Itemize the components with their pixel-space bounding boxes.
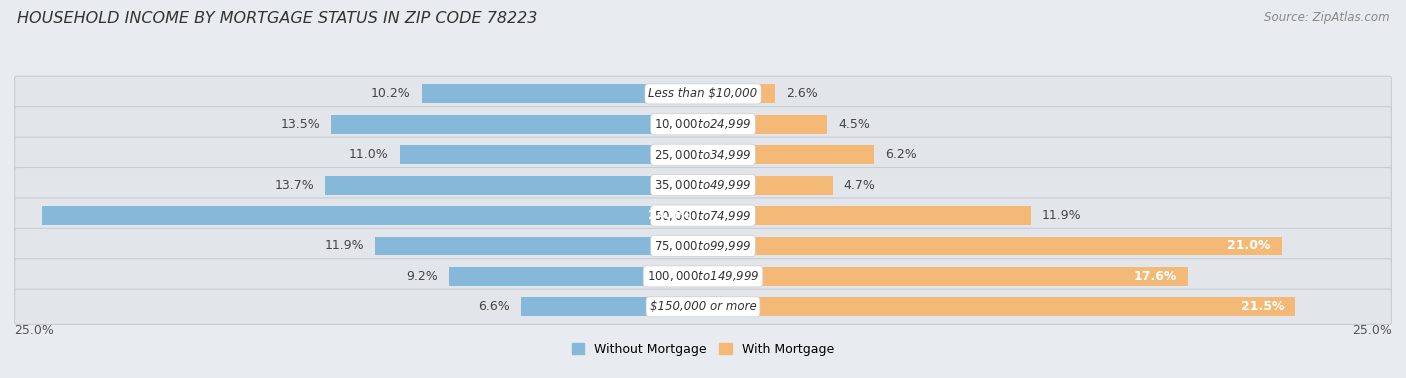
Text: Source: ZipAtlas.com: Source: ZipAtlas.com (1264, 11, 1389, 24)
Bar (703, 206, 1031, 225)
Text: $100,000 to $149,999: $100,000 to $149,999 (647, 270, 759, 284)
FancyBboxPatch shape (14, 76, 1392, 112)
Text: 25.0%: 25.0% (14, 324, 53, 337)
Bar (42, 206, 703, 225)
Bar (450, 267, 703, 286)
FancyBboxPatch shape (14, 137, 1392, 172)
FancyBboxPatch shape (14, 198, 1392, 233)
Text: 25.0%: 25.0% (1353, 324, 1392, 337)
Text: 2.6%: 2.6% (786, 87, 817, 101)
Bar (703, 115, 827, 134)
Text: 11.9%: 11.9% (1042, 209, 1081, 222)
Bar (703, 297, 1295, 316)
Legend: Without Mortgage, With Mortgage: Without Mortgage, With Mortgage (567, 338, 839, 361)
FancyBboxPatch shape (14, 167, 1392, 203)
Bar (422, 84, 703, 103)
FancyBboxPatch shape (14, 228, 1392, 263)
Text: 17.6%: 17.6% (1133, 270, 1177, 283)
Bar (375, 237, 703, 256)
Text: 11.0%: 11.0% (349, 148, 389, 161)
Bar (330, 115, 703, 134)
Text: 6.6%: 6.6% (478, 300, 510, 313)
Text: 21.0%: 21.0% (1227, 239, 1271, 253)
Text: 4.7%: 4.7% (844, 179, 876, 192)
Text: 21.5%: 21.5% (1241, 300, 1285, 313)
FancyBboxPatch shape (14, 289, 1392, 324)
Bar (522, 297, 703, 316)
Text: 11.9%: 11.9% (325, 239, 364, 253)
Text: $25,000 to $34,999: $25,000 to $34,999 (654, 148, 752, 162)
Text: 4.5%: 4.5% (838, 118, 870, 131)
Text: $75,000 to $99,999: $75,000 to $99,999 (654, 239, 752, 253)
Text: HOUSEHOLD INCOME BY MORTGAGE STATUS IN ZIP CODE 78223: HOUSEHOLD INCOME BY MORTGAGE STATUS IN Z… (17, 11, 537, 26)
Text: Less than $10,000: Less than $10,000 (648, 87, 758, 101)
Bar (703, 84, 775, 103)
Text: $50,000 to $74,999: $50,000 to $74,999 (654, 209, 752, 223)
Text: 9.2%: 9.2% (406, 270, 439, 283)
Text: 13.5%: 13.5% (280, 118, 321, 131)
Text: $150,000 or more: $150,000 or more (650, 300, 756, 313)
Bar (703, 145, 875, 164)
Text: $35,000 to $49,999: $35,000 to $49,999 (654, 178, 752, 192)
Bar (703, 176, 832, 195)
Text: $10,000 to $24,999: $10,000 to $24,999 (654, 117, 752, 131)
Text: 10.2%: 10.2% (371, 87, 411, 101)
Bar (703, 237, 1282, 256)
Text: 6.2%: 6.2% (884, 148, 917, 161)
Bar (399, 145, 703, 164)
FancyBboxPatch shape (14, 259, 1392, 294)
Text: 24.0%: 24.0% (648, 209, 692, 222)
Bar (325, 176, 703, 195)
FancyBboxPatch shape (14, 107, 1392, 142)
Text: 13.7%: 13.7% (274, 179, 315, 192)
Bar (703, 267, 1188, 286)
